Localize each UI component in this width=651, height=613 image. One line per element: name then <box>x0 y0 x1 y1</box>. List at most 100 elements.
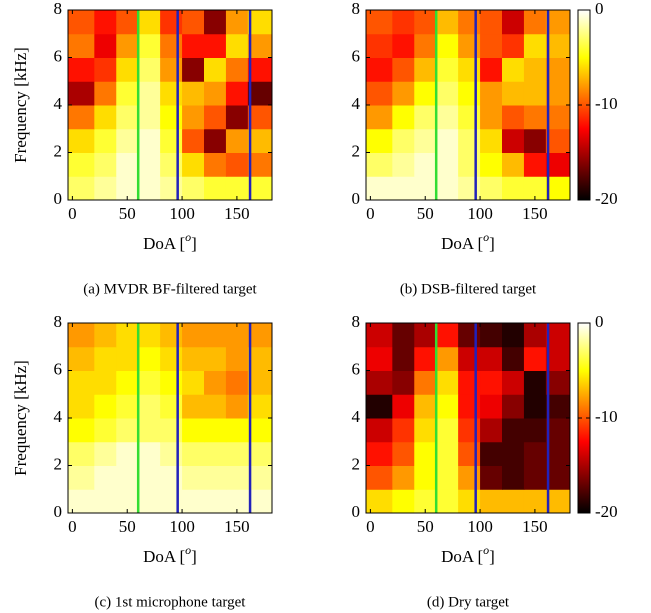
heat-cell <box>138 489 161 514</box>
x-axis-label-part: ] <box>489 234 495 253</box>
heat-cell <box>480 33 503 58</box>
heat-cell <box>545 441 571 466</box>
heat-cell <box>116 105 139 130</box>
x-tick-label: 100 <box>169 517 195 536</box>
heat-cell <box>436 323 459 348</box>
heat-cell <box>545 370 571 395</box>
heat-cell <box>182 176 205 201</box>
heat-cell <box>247 105 273 130</box>
x-axis-label: DoA [o] <box>441 230 495 253</box>
heat-cell <box>458 323 481 348</box>
heat-cell <box>247 57 273 82</box>
heat-cell <box>392 33 415 58</box>
y-tick-label: 2 <box>352 454 361 473</box>
x-axis-label-part: o <box>483 543 489 557</box>
heat-cell <box>414 441 437 466</box>
heat-cell <box>480 81 503 106</box>
heat-cell <box>414 346 437 371</box>
heat-cell <box>502 323 525 348</box>
heat-cell <box>160 346 183 371</box>
heat-cell <box>160 33 183 58</box>
heat-cell <box>116 152 139 177</box>
heat-cell <box>480 57 503 82</box>
y-tick-label: 4 <box>54 94 63 113</box>
heat-cell <box>366 418 393 443</box>
heat-cell <box>160 323 183 348</box>
heat-cell <box>436 346 459 371</box>
heat-cell <box>480 323 503 348</box>
heat-cell <box>204 323 227 348</box>
heat-cell <box>182 465 205 490</box>
heat-cell <box>502 370 525 395</box>
heat-cell <box>247 465 273 490</box>
heat-cell <box>458 105 481 130</box>
y-tick-label: 8 <box>352 312 361 331</box>
caption: (c) 1st microphone target <box>95 594 247 610</box>
x-axis-label: DoA [o] <box>143 230 197 253</box>
heat-cell <box>366 394 393 419</box>
heat-cell <box>68 105 95 130</box>
y-tick-label: 6 <box>352 359 361 378</box>
heat-cell <box>225 323 249 348</box>
heat-cell <box>523 105 547 130</box>
x-tick-label: 0 <box>68 517 77 536</box>
heat-cell <box>204 128 227 153</box>
heat-cell <box>247 81 273 106</box>
heat-cell <box>138 128 161 153</box>
heat-cell <box>523 394 547 419</box>
heat-cell <box>225 418 249 443</box>
x-axis-label-part: o <box>483 230 489 244</box>
heat-cell <box>94 323 117 348</box>
heat-cell <box>458 489 481 514</box>
heat-cell <box>247 323 273 348</box>
heat-cell <box>204 394 227 419</box>
x-tick-label: 100 <box>467 517 493 536</box>
heat-cell <box>458 128 481 153</box>
heat-cell <box>160 152 183 177</box>
heat-cell <box>225 152 249 177</box>
heat-cell <box>116 370 139 395</box>
heat-cell <box>204 346 227 371</box>
heat-cell <box>160 465 183 490</box>
heat-cell <box>94 346 117 371</box>
heat-cell <box>182 323 205 348</box>
heat-cell <box>204 81 227 106</box>
heat-cell <box>204 370 227 395</box>
x-axis-label: DoA [o] <box>143 543 197 566</box>
heat-cell <box>68 441 95 466</box>
heat-cell <box>160 441 183 466</box>
heat-cell <box>182 105 205 130</box>
heat-cell <box>414 81 437 106</box>
heat-cell <box>392 10 415 35</box>
y-tick-label: 0 <box>54 502 63 521</box>
heat-cell <box>545 81 571 106</box>
x-tick-label: 50 <box>119 204 136 223</box>
heat-cell <box>94 128 117 153</box>
heat-cell <box>502 57 525 82</box>
heat-cell <box>138 418 161 443</box>
heat-cell <box>480 152 503 177</box>
x-axis-label-part: o <box>185 543 191 557</box>
heat-cell <box>116 176 139 201</box>
colorbar-tick-label: 0 <box>595 312 604 331</box>
heat-cell <box>458 81 481 106</box>
heat-cell <box>204 441 227 466</box>
heat-cell <box>545 394 571 419</box>
y-tick-label: 0 <box>352 502 361 521</box>
heat-cell <box>414 128 437 153</box>
heat-cell <box>68 346 95 371</box>
heat-cell <box>247 441 273 466</box>
heat-cell <box>480 465 503 490</box>
heat-cell <box>545 176 571 201</box>
heat-cell <box>182 346 205 371</box>
heat-cell <box>160 418 183 443</box>
x-axis-label-part: DoA [ <box>441 234 483 253</box>
heat-cell <box>436 441 459 466</box>
heat-cell <box>94 81 117 106</box>
y-tick-label: 8 <box>352 0 361 18</box>
heat-cell <box>182 394 205 419</box>
heat-cell <box>182 418 205 443</box>
colorbar-tick-label: -10 <box>595 407 618 426</box>
heat-cell <box>392 128 415 153</box>
heat-cell <box>225 81 249 106</box>
